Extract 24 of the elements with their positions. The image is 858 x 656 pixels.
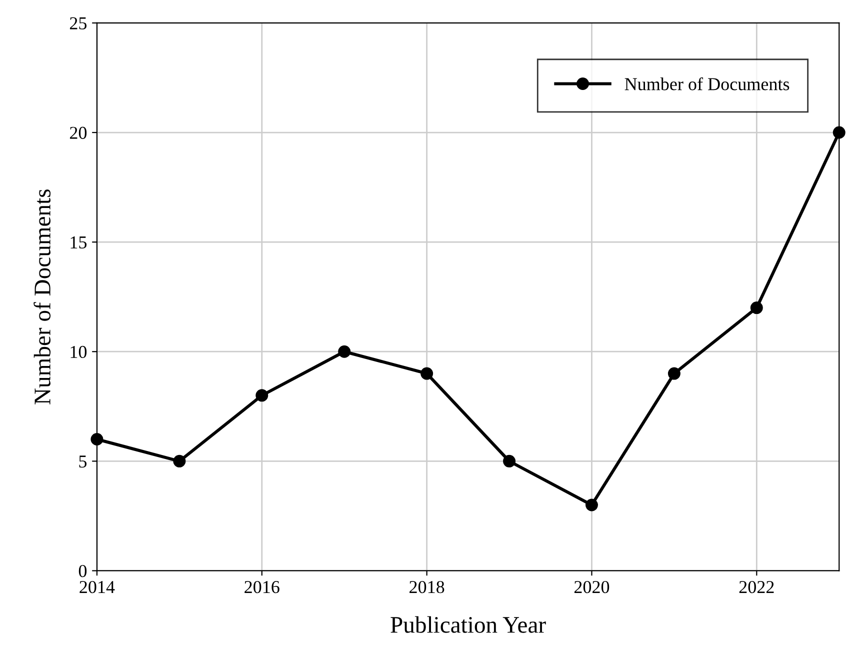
x-tick-label: 2016 [244,580,280,594]
point [173,454,186,468]
y-tick-label: 20 [70,126,87,139]
y-tick-label: 0 [78,564,87,578]
point [420,367,434,380]
x-axis-title: Publication Year [390,616,546,633]
y-tick-label: 10 [70,346,87,358]
point [750,302,763,314]
y-tick-label: 5 [79,456,87,468]
x-tick-label: 2020 [574,580,610,594]
y-tick-label: 15 [70,236,87,249]
x-tick-label: 2022 [739,580,774,594]
y-axis-title: Number of Documents [34,190,50,404]
point [668,367,680,380]
x-tick-label: 2014 [80,580,115,594]
x-tick-label: 2018 [410,580,444,594]
point [256,389,268,402]
point [585,498,598,512]
point [338,345,351,358]
point [832,126,846,139]
y-tick-label: 25 [70,17,87,30]
point [503,454,516,468]
point [90,433,104,446]
legend-label: Number of Documents [624,77,790,90]
